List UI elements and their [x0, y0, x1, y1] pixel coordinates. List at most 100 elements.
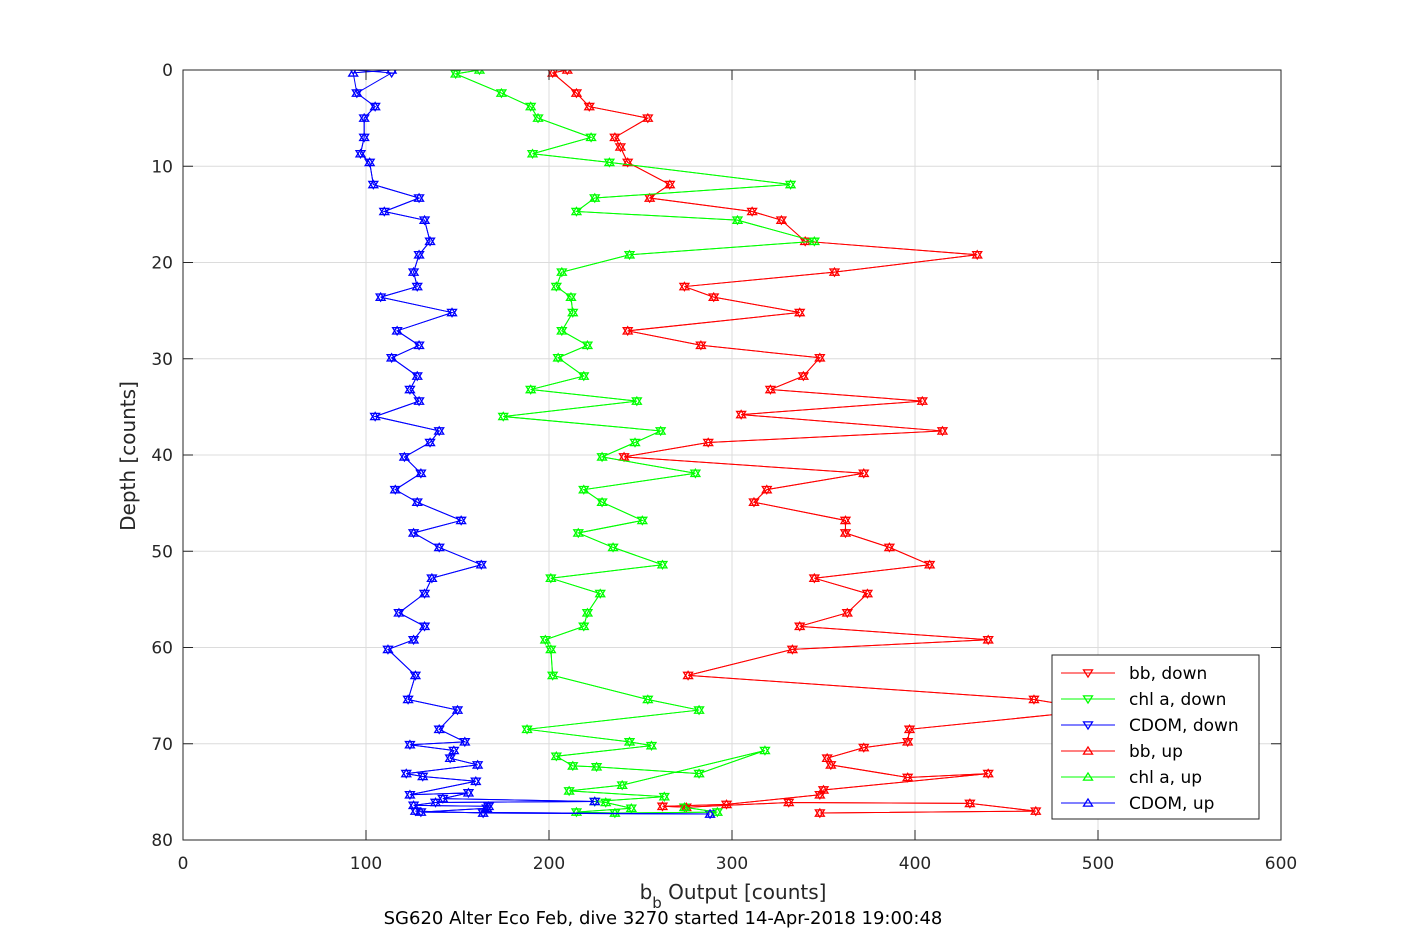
- data-point: [567, 307, 579, 317]
- data-point: [631, 395, 643, 405]
- series-cdom-up: [347, 70, 716, 818]
- data-point: [471, 759, 484, 769]
- data-point: [625, 802, 638, 813]
- data-point: [385, 352, 398, 362]
- data-point: [374, 291, 387, 301]
- series-layer: [347, 70, 1104, 820]
- data-point: [695, 339, 707, 350]
- data-point: [437, 793, 449, 803]
- data-point: [444, 752, 456, 762]
- data-point: [664, 179, 676, 189]
- data-point: [407, 634, 420, 644]
- data-point: [358, 112, 370, 122]
- data-point: [761, 484, 773, 494]
- data-point: [400, 768, 412, 778]
- data-point: [589, 192, 601, 202]
- data-point: [585, 132, 597, 142]
- data-point: [656, 559, 669, 569]
- data-point: [572, 527, 584, 537]
- data-point: [764, 384, 777, 394]
- data-point: [746, 206, 758, 216]
- data-point: [409, 670, 422, 680]
- data-point: [794, 621, 806, 631]
- data-point: [775, 214, 788, 224]
- data-point: [455, 515, 467, 525]
- y-tick-label: 30: [151, 350, 173, 370]
- data-point: [385, 70, 398, 74]
- data-point: [704, 808, 716, 818]
- data-point: [784, 179, 797, 189]
- x-tick-label: 200: [533, 854, 565, 874]
- legend-marker-chl-a-up: [1082, 771, 1094, 781]
- data-point: [817, 784, 830, 794]
- data-point: [596, 451, 608, 461]
- data-point: [526, 148, 539, 158]
- chart-title: SG620 Alter Eco Feb, dive 3270 started 1…: [384, 908, 943, 929]
- data-point: [556, 325, 568, 335]
- data-point: [417, 771, 429, 781]
- data-point: [495, 87, 508, 97]
- legend-marker-cdom-up: [1082, 797, 1094, 807]
- data-point: [418, 214, 431, 224]
- data-point: [828, 266, 841, 276]
- legend-label-cdom-down: CDOM, down: [1129, 716, 1239, 736]
- legend-marker-bb-down: [1082, 669, 1094, 679]
- data-point: [622, 325, 634, 335]
- data-point: [477, 807, 489, 817]
- data-point: [570, 206, 583, 216]
- data-point: [539, 634, 552, 644]
- data-point: [391, 325, 403, 335]
- x-tick-label: 0: [178, 854, 189, 874]
- data-point: [658, 791, 670, 801]
- data-point: [609, 807, 621, 817]
- legend-label-chl-a-down: chl a, down: [1129, 690, 1226, 710]
- data-point: [378, 206, 390, 216]
- data-point: [578, 484, 590, 494]
- data-point: [936, 425, 949, 435]
- data-point: [614, 141, 627, 151]
- series-line-cdom-up: [352, 70, 711, 815]
- data-point: [693, 768, 705, 778]
- data-point: [794, 307, 806, 317]
- data-point: [858, 742, 870, 752]
- data-point: [642, 694, 654, 704]
- data-point: [411, 370, 423, 380]
- data-point: [413, 192, 425, 202]
- data-point: [426, 572, 438, 582]
- data-point: [413, 395, 425, 405]
- data-point: [678, 801, 691, 812]
- data-point: [398, 451, 411, 461]
- legend-label-bb-up: bb, up: [1129, 742, 1183, 762]
- y-tick-label: 80: [151, 831, 173, 851]
- data-point: [799, 236, 811, 246]
- x-axis-label-main: b: [640, 880, 653, 904]
- data-point: [552, 352, 564, 362]
- data-point: [413, 249, 425, 259]
- data-point: [570, 806, 583, 816]
- data-point: [693, 704, 705, 714]
- y-tick-label: 40: [151, 446, 173, 466]
- x-axis-label-subscript: b: [652, 894, 662, 912]
- data-point: [433, 724, 445, 734]
- data-point: [578, 370, 590, 380]
- legend-label-cdom-up: CDOM, up: [1129, 794, 1214, 814]
- data-point: [451, 704, 464, 714]
- data-point: [841, 607, 853, 617]
- y-tick-label: 20: [151, 254, 173, 274]
- data-point: [409, 805, 422, 815]
- data-point: [404, 384, 416, 394]
- data-point: [367, 179, 379, 189]
- data-point: [404, 739, 416, 749]
- data-point: [393, 607, 405, 617]
- data-point: [429, 797, 442, 807]
- data-point: [609, 132, 621, 142]
- data-point: [532, 112, 544, 122]
- data-point: [556, 266, 568, 276]
- data-point: [982, 768, 994, 778]
- legend-marker-chl-a-down: [1082, 695, 1094, 705]
- series-line-chl-a-up: [453, 70, 815, 814]
- data-point: [748, 496, 760, 506]
- data-point: [448, 745, 460, 755]
- data-point: [825, 759, 837, 769]
- data-point: [550, 281, 562, 291]
